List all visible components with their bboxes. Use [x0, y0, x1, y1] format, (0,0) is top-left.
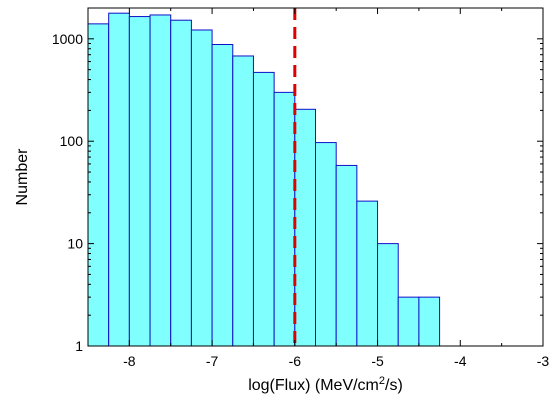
histogram-bar-12	[315, 142, 337, 347]
x-axis-label: log(Flux) (MeV/cm2/s)	[248, 375, 403, 394]
histogram-bar-14	[356, 200, 379, 347]
x-axis-label-superscript: 2	[379, 375, 385, 387]
histogram-bar-16	[397, 296, 420, 347]
y-tick-label: 100	[60, 133, 84, 149]
histogram-bar-2	[108, 12, 130, 347]
histogram-bar-3	[128, 16, 151, 347]
histogram-bar-8	[232, 55, 254, 347]
y-tick-label: 1000	[52, 31, 83, 47]
x-tick-label: -3	[537, 353, 550, 369]
y-tick-label: 1	[75, 338, 83, 354]
plot-frame	[87, 7, 544, 347]
histogram-bar-1	[87, 23, 110, 347]
histogram-bar-6	[190, 29, 213, 347]
y-axis-label: Number	[14, 148, 31, 206]
histogram-bar-4	[149, 14, 172, 347]
x-tick-label: -6	[289, 353, 302, 369]
x-tick-label: -7	[206, 353, 219, 369]
histogram-bar-13	[335, 164, 358, 347]
histogram-bar-11	[294, 108, 316, 347]
histogram-bar-17	[418, 296, 441, 347]
histogram-bar-5	[170, 19, 192, 347]
y-axis-ticks: 1 10 100 1000	[52, 7, 543, 354]
histogram-bar-9	[252, 71, 275, 347]
x-tick-label: -4	[454, 353, 467, 369]
histogram-bar-10	[273, 91, 296, 347]
x-axis-label-tail: /s)	[385, 377, 403, 394]
x-tick-label: -8	[123, 353, 136, 369]
x-tick-label: -5	[371, 353, 384, 369]
bars-group	[87, 12, 441, 347]
histogram-bar-7	[211, 44, 234, 347]
histogram-bar-15	[377, 243, 399, 347]
x-axis-ticks: -8 -7 -6 -5 -4 -3	[87, 8, 550, 369]
y-tick-label: 10	[67, 236, 83, 252]
x-axis-label-base: log(Flux) (MeV/cm	[248, 377, 379, 394]
